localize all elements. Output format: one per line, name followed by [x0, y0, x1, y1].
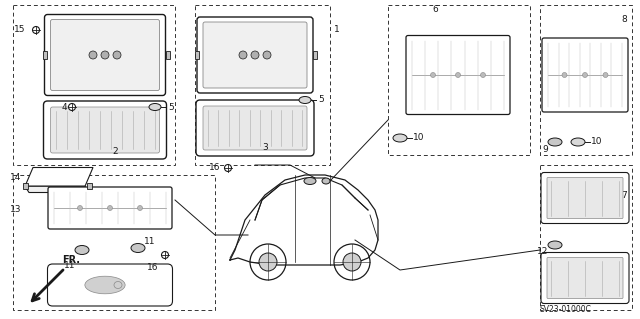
Ellipse shape: [138, 205, 143, 211]
Bar: [23, 183, 28, 189]
Bar: [13, 175, 215, 310]
Text: 9: 9: [542, 145, 548, 154]
Text: 8: 8: [621, 16, 627, 25]
Ellipse shape: [251, 51, 259, 59]
Ellipse shape: [33, 26, 40, 33]
Bar: [166, 51, 170, 59]
Bar: [388, 5, 530, 155]
Text: 10: 10: [413, 133, 424, 143]
Text: 12: 12: [536, 248, 548, 256]
FancyBboxPatch shape: [45, 14, 166, 95]
Ellipse shape: [108, 205, 113, 211]
Ellipse shape: [149, 103, 161, 110]
Text: 16: 16: [147, 263, 158, 271]
Ellipse shape: [393, 134, 407, 142]
Bar: [540, 5, 632, 155]
Text: 16: 16: [209, 164, 220, 173]
Ellipse shape: [571, 138, 585, 146]
FancyBboxPatch shape: [547, 177, 623, 219]
Polygon shape: [25, 167, 93, 186]
Ellipse shape: [89, 51, 97, 59]
Ellipse shape: [548, 138, 562, 146]
FancyBboxPatch shape: [196, 100, 314, 156]
Ellipse shape: [113, 51, 121, 59]
Bar: [313, 51, 317, 59]
FancyBboxPatch shape: [406, 35, 510, 115]
Text: 10: 10: [591, 137, 602, 146]
Ellipse shape: [75, 246, 89, 255]
FancyBboxPatch shape: [51, 107, 159, 153]
Text: 15: 15: [13, 26, 25, 34]
Ellipse shape: [85, 276, 125, 294]
Ellipse shape: [263, 51, 271, 59]
Text: 6: 6: [432, 5, 438, 14]
Text: 11: 11: [144, 238, 156, 247]
Ellipse shape: [131, 243, 145, 253]
Text: 5: 5: [318, 95, 324, 105]
Text: 11: 11: [63, 261, 75, 270]
Bar: [540, 165, 632, 310]
Bar: [42, 51, 47, 59]
Ellipse shape: [161, 251, 168, 258]
Text: 2: 2: [112, 147, 118, 157]
Circle shape: [259, 253, 277, 271]
Ellipse shape: [431, 72, 435, 78]
FancyBboxPatch shape: [203, 22, 307, 88]
Text: FR.: FR.: [62, 255, 80, 265]
FancyBboxPatch shape: [541, 173, 629, 224]
Text: 7: 7: [621, 190, 627, 199]
FancyBboxPatch shape: [47, 264, 173, 306]
Text: 14: 14: [10, 173, 21, 182]
Ellipse shape: [548, 241, 562, 249]
Circle shape: [343, 253, 361, 271]
Ellipse shape: [603, 72, 608, 78]
Bar: [87, 183, 92, 189]
FancyBboxPatch shape: [51, 19, 159, 91]
Ellipse shape: [299, 97, 311, 103]
FancyBboxPatch shape: [197, 17, 313, 93]
Ellipse shape: [225, 165, 232, 172]
Ellipse shape: [239, 51, 247, 59]
Ellipse shape: [77, 205, 83, 211]
Text: 5: 5: [168, 102, 173, 112]
FancyBboxPatch shape: [48, 187, 172, 229]
FancyBboxPatch shape: [542, 38, 628, 112]
Text: 4: 4: [61, 102, 67, 112]
FancyBboxPatch shape: [203, 106, 307, 150]
Ellipse shape: [322, 178, 330, 184]
Ellipse shape: [101, 51, 109, 59]
Bar: [195, 51, 199, 59]
Circle shape: [334, 244, 370, 280]
FancyBboxPatch shape: [541, 253, 629, 303]
Text: SV23-01000C: SV23-01000C: [540, 305, 592, 314]
Circle shape: [250, 244, 286, 280]
Bar: [13, 5, 175, 165]
Text: 3: 3: [262, 144, 268, 152]
Text: 1: 1: [334, 26, 340, 34]
Bar: [195, 5, 330, 165]
Ellipse shape: [582, 72, 588, 78]
Text: 13: 13: [10, 205, 22, 214]
Ellipse shape: [562, 72, 567, 78]
FancyBboxPatch shape: [547, 257, 623, 299]
Ellipse shape: [456, 72, 461, 78]
FancyBboxPatch shape: [44, 101, 166, 159]
Ellipse shape: [304, 177, 316, 184]
Polygon shape: [25, 186, 89, 192]
Ellipse shape: [68, 103, 76, 110]
Ellipse shape: [114, 281, 122, 288]
Ellipse shape: [481, 72, 486, 78]
